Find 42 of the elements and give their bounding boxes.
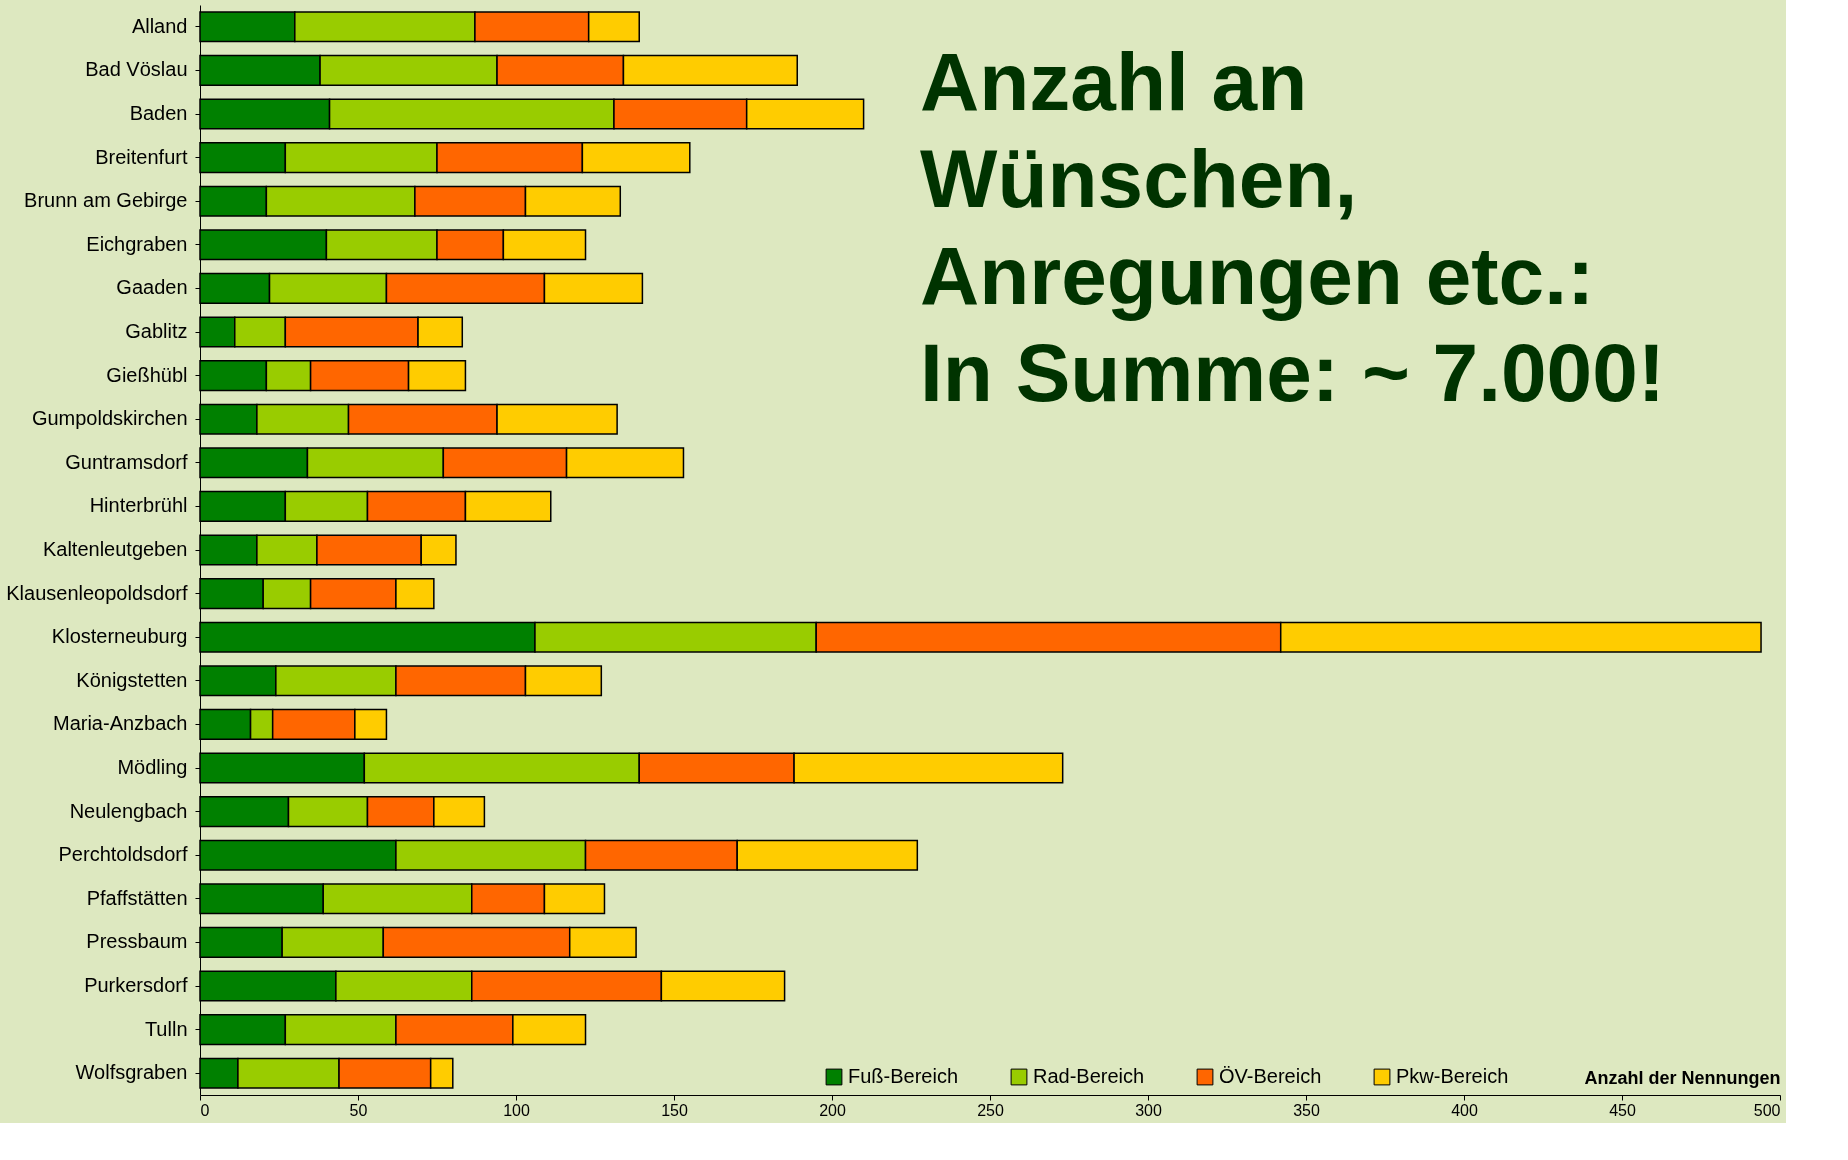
y-tick-label: Gießhübl <box>106 363 188 386</box>
y-tick-label: Gumpoldskirchen <box>31 407 188 430</box>
x-tick-label: 150 <box>661 1101 688 1119</box>
y-tick-label: Baden <box>129 102 188 124</box>
x-tick-label: 450 <box>1609 1101 1636 1119</box>
y-tick-label: Tulln <box>144 1017 188 1040</box>
y-tick-label: Hinterbrühl <box>89 494 188 517</box>
legend-label: Pkw-Bereich <box>1396 1065 1509 1087</box>
y-tick-label: Kaltenleutgeben <box>42 538 188 560</box>
y-tick-label: Alland <box>131 14 188 37</box>
y-tick-label: Neulengbach <box>69 799 188 822</box>
x-tick-label: 200 <box>819 1101 846 1119</box>
x-tick-label: 50 <box>349 1101 368 1119</box>
legend-label: ÖV-Bereich <box>1219 1065 1322 1087</box>
y-tick-label: Gablitz <box>125 320 188 342</box>
x-tick-label: 250 <box>977 1101 1004 1119</box>
annotation: Anzahl an Wünschen, Anregungen etc.: In Summe: ~ 7.000! <box>920 36 1666 418</box>
x-tick-label: 500 <box>1753 1101 1781 1119</box>
y-tick-label: Maria-Anzbach <box>52 712 188 735</box>
legend-label: Fuß-Bereich <box>848 1065 959 1087</box>
legend-label: Rad-Bereich <box>1033 1065 1145 1087</box>
x-tick-label: 100 <box>503 1101 530 1119</box>
y-tick-label: Mödling <box>117 756 188 778</box>
y-tick-label: Pressbaum <box>86 930 188 953</box>
y-tick-label: Klosterneuburg <box>51 625 188 648</box>
x-axis-title: Anzahl der Nennungen <box>1584 1067 1781 1088</box>
y-tick-label: Gaaden <box>116 276 188 299</box>
y-tick-label: Pfaffstätten <box>86 886 188 909</box>
y-tick-label: Bad Vöslau <box>85 58 188 81</box>
y-tick-label: Klausenleopoldsdorf <box>6 581 188 604</box>
y-tick-label: Guntramsdorf <box>65 450 188 473</box>
y-tick-label: Breitenfurt <box>95 145 188 168</box>
x-tick-label: 350 <box>1293 1101 1320 1119</box>
x-tick-label: 0 <box>200 1101 210 1119</box>
y-tick-label: Wolfsgraben <box>75 1061 188 1084</box>
y-tick-label: Brunn am Gebirge <box>24 189 188 212</box>
x-tick-label: 300 <box>1135 1101 1162 1119</box>
y-tick-label: Purkersdorf <box>84 974 188 996</box>
x-tick-label: 400 <box>1451 1101 1478 1119</box>
y-tick-label: Eichgraben <box>86 232 188 255</box>
y-tick-label: Königstetten <box>76 668 188 691</box>
y-tick-label: Perchtoldsdorf <box>58 843 188 866</box>
